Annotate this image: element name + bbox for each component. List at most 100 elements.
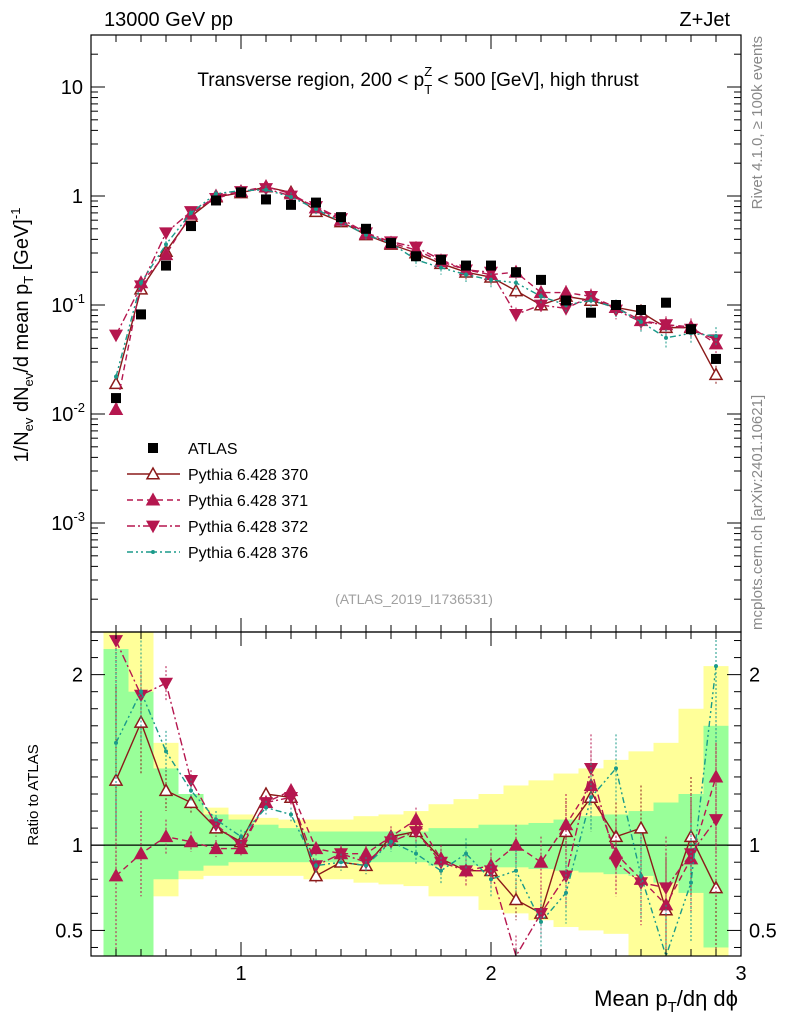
series-line bbox=[115, 186, 717, 384]
atlas-point bbox=[586, 307, 596, 318]
ratio-point bbox=[158, 783, 174, 797]
atlas-point bbox=[611, 300, 621, 311]
main-frame bbox=[90, 34, 742, 633]
ratio-point bbox=[633, 820, 649, 834]
ratio-series-3 bbox=[108, 632, 724, 958]
series-point bbox=[508, 283, 524, 297]
x-axis-label: Mean pT/dη dϕ bbox=[594, 986, 738, 1016]
y-tick-base: 10 bbox=[51, 404, 73, 426]
atlas-data bbox=[111, 187, 721, 404]
y-tick-label: 10-3 bbox=[51, 509, 85, 535]
ratio-point bbox=[208, 841, 224, 855]
ratio-series-4 bbox=[114, 632, 718, 959]
series-point bbox=[489, 277, 493, 282]
ratio-point bbox=[114, 740, 118, 745]
atlas-point bbox=[636, 304, 646, 315]
atlas-point bbox=[211, 195, 221, 206]
series-point bbox=[314, 206, 318, 211]
series-point bbox=[639, 319, 643, 324]
ratio-tick-label-right: 0.5 bbox=[749, 920, 777, 942]
stat-band-bin bbox=[578, 816, 604, 873]
ratio-point bbox=[439, 868, 443, 873]
series-point bbox=[664, 335, 668, 340]
atlas-point bbox=[536, 274, 546, 285]
ratio-plot bbox=[108, 632, 724, 959]
series-point bbox=[539, 294, 543, 299]
legend-marker-atlas bbox=[148, 443, 158, 453]
series-point bbox=[289, 194, 293, 199]
ratio-point bbox=[258, 797, 274, 810]
series-point bbox=[264, 187, 268, 192]
mcplots-label: mcplots.cern.ch [arXiv:2401.10621] bbox=[749, 395, 766, 630]
y-tick-exp: -2 bbox=[73, 400, 85, 415]
atlas-point bbox=[261, 194, 271, 205]
ratio-point bbox=[133, 846, 149, 860]
legend-label: Pythia 6.428 376 bbox=[188, 545, 308, 562]
ratio-point bbox=[639, 873, 643, 878]
ratio-point bbox=[389, 839, 393, 844]
header-right: Z+Jet bbox=[679, 9, 730, 31]
ratio-point bbox=[158, 677, 174, 691]
legend: ATLAS Pythia 6.428 370 Pythia 6.428 371 Pyt… bbox=[127, 441, 308, 562]
series-line bbox=[115, 189, 717, 377]
series-point bbox=[708, 367, 724, 381]
atlas-point bbox=[286, 199, 296, 210]
atlas-point bbox=[236, 187, 246, 198]
atlas-point bbox=[561, 295, 571, 306]
ratio-y-label: Ratio to ATLAS bbox=[25, 744, 42, 845]
y-tick-label: 10-1 bbox=[51, 291, 85, 317]
ratio-point bbox=[139, 689, 143, 694]
atlas-point bbox=[186, 221, 196, 232]
atlas-point bbox=[136, 309, 146, 320]
legend-label: Pythia 6.428 371 bbox=[188, 493, 308, 510]
ratio-point bbox=[508, 837, 524, 851]
ratio-point bbox=[608, 856, 624, 870]
ratio-tick-label-left: 0.5 bbox=[55, 920, 83, 942]
series-point bbox=[514, 280, 518, 285]
legend-label-atlas: ATLAS bbox=[188, 441, 238, 458]
series-point bbox=[108, 376, 124, 390]
ratio-point bbox=[233, 839, 249, 853]
atlas-point bbox=[111, 393, 121, 404]
ratio-point bbox=[708, 814, 724, 827]
series-4 bbox=[114, 185, 718, 380]
ratio-point bbox=[464, 851, 468, 856]
ratio-point bbox=[308, 841, 324, 855]
ratio-tick-label-right: 2 bbox=[749, 665, 760, 687]
ratio-tick-label-right: 1 bbox=[749, 835, 760, 857]
ratio-point bbox=[408, 826, 424, 839]
ratio-point bbox=[214, 817, 218, 822]
atlas-point bbox=[161, 260, 171, 271]
series-point bbox=[189, 210, 193, 215]
ratio-point bbox=[283, 792, 299, 805]
series-point bbox=[464, 272, 468, 277]
legend-marker bbox=[145, 492, 161, 506]
series-line bbox=[115, 185, 717, 410]
series-point bbox=[164, 242, 168, 247]
y-tick-label: 10 bbox=[61, 77, 83, 99]
ratio-point bbox=[533, 854, 549, 868]
series-point bbox=[158, 227, 174, 240]
ratio-point bbox=[164, 749, 168, 754]
ratio-point bbox=[314, 863, 318, 868]
ratio-tick-label-left: 2 bbox=[72, 665, 83, 687]
series-point bbox=[589, 298, 593, 303]
ratio-point bbox=[183, 834, 199, 848]
series-point bbox=[214, 191, 218, 196]
atlas-point bbox=[311, 197, 321, 208]
atlas-point bbox=[686, 324, 696, 335]
atlas-point bbox=[436, 254, 446, 265]
rivet-label: Rivet 4.1.0, ≥ 100k events bbox=[749, 36, 766, 209]
ratio-point bbox=[158, 829, 174, 843]
ratio-point bbox=[458, 865, 474, 878]
series-point bbox=[408, 241, 424, 255]
atlas-point bbox=[461, 260, 471, 271]
ratio-point bbox=[364, 863, 368, 868]
ratio-point bbox=[514, 868, 518, 873]
series-point bbox=[108, 329, 124, 343]
ratio-point bbox=[558, 817, 574, 831]
header-left: 13000 GeV pp bbox=[104, 9, 233, 31]
series-point bbox=[364, 232, 368, 237]
